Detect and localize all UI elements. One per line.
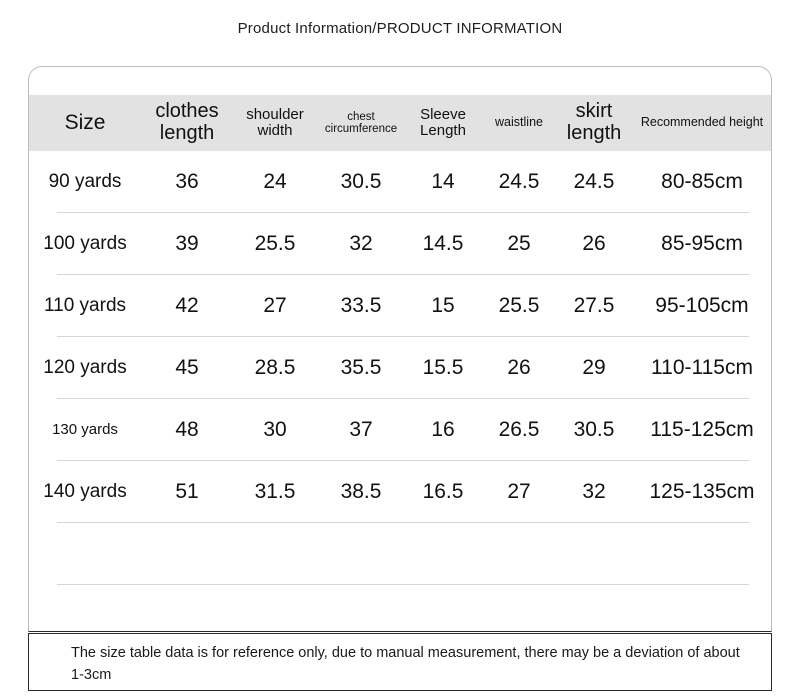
column-header-chest-circumference: chest circumference bbox=[324, 110, 398, 135]
cell-skirt-length: 26 bbox=[582, 232, 606, 256]
table-row: 140 yards 51 31.5 38.5 16.5 27 32 125-13… bbox=[29, 461, 771, 523]
cell-size: 90 yards bbox=[48, 170, 122, 192]
table-row: 90 yards 36 24 30.5 14 24.5 24.5 80-85cm bbox=[29, 151, 771, 213]
cell-sleeve-length: 14.5 bbox=[422, 232, 464, 256]
cell-waistline: 26.5 bbox=[498, 418, 540, 442]
table-row: 120 yards 45 28.5 35.5 15.5 26 29 110-11… bbox=[29, 337, 771, 399]
column-header-shoulder-width: shoulder width bbox=[246, 105, 304, 139]
column-header-size: Size bbox=[64, 110, 106, 134]
table-row: 130 yards 48 30 37 16 26.5 30.5 115-125c… bbox=[29, 399, 771, 461]
cell-recommended-height: 110-115cm bbox=[651, 356, 753, 380]
cell-size: 110 yards bbox=[43, 294, 127, 316]
cell-size: 140 yards bbox=[43, 480, 127, 502]
cell-chest-circumference: 32 bbox=[349, 232, 373, 256]
cell-chest-circumference: 30.5 bbox=[340, 170, 382, 194]
cell-skirt-length: 27.5 bbox=[573, 294, 615, 318]
column-header-recommended-height: Recommended height bbox=[640, 115, 764, 130]
cell-waistline: 26 bbox=[507, 356, 531, 380]
table-row: 110 yards 42 27 33.5 15 25.5 27.5 95-105… bbox=[29, 275, 771, 337]
cell-shoulder-width: 31.5 bbox=[254, 480, 296, 504]
cell-chest-circumference: 33.5 bbox=[340, 294, 382, 318]
cell-clothes-length: 36 bbox=[175, 170, 199, 194]
column-header-clothes-length: clothes length bbox=[155, 100, 219, 144]
cell-sleeve-length: 16 bbox=[431, 418, 455, 442]
cell-recommended-height: 85-95cm bbox=[661, 232, 743, 256]
cell-sleeve-length: 14 bbox=[431, 170, 455, 194]
cell-chest-circumference: 35.5 bbox=[340, 356, 382, 380]
cell-recommended-height: 80-85cm bbox=[661, 170, 743, 194]
table-empty-row bbox=[29, 523, 771, 585]
cell-chest-circumference: 38.5 bbox=[340, 480, 382, 504]
table-row: 100 yards 39 25.5 32 14.5 25 26 85-95cm bbox=[29, 213, 771, 275]
cell-sleeve-length: 16.5 bbox=[422, 480, 464, 504]
footnote-box: The size table data is for reference onl… bbox=[28, 633, 772, 691]
page-title: Product Information/PRODUCT INFORMATION bbox=[237, 20, 563, 37]
cell-sleeve-length: 15.5 bbox=[422, 356, 464, 380]
column-header-waistline: waistline bbox=[495, 115, 543, 130]
cell-shoulder-width: 30 bbox=[263, 418, 287, 442]
cell-skirt-length: 32 bbox=[582, 480, 606, 504]
cell-waistline: 25 bbox=[507, 232, 531, 256]
cell-clothes-length: 39 bbox=[175, 232, 199, 256]
cell-recommended-height: 115-125cm bbox=[650, 418, 754, 442]
cell-size: 120 yards bbox=[43, 356, 127, 378]
cell-shoulder-width: 24 bbox=[263, 170, 287, 194]
cell-waistline: 27 bbox=[507, 480, 531, 504]
size-table-card: Size clothes length shoulder width chest… bbox=[28, 66, 772, 632]
column-header-skirt-length: skirt length bbox=[566, 100, 622, 144]
cell-shoulder-width: 27 bbox=[263, 294, 287, 318]
cell-clothes-length: 48 bbox=[175, 418, 199, 442]
cell-chest-circumference: 37 bbox=[349, 418, 373, 442]
cell-clothes-length: 45 bbox=[175, 356, 199, 380]
cell-skirt-length: 30.5 bbox=[573, 418, 615, 442]
cell-skirt-length: 29 bbox=[582, 356, 606, 380]
cell-shoulder-width: 28.5 bbox=[254, 356, 296, 380]
cell-recommended-height: 95-105cm bbox=[655, 294, 749, 318]
footnote-text: The size table data is for reference onl… bbox=[71, 645, 740, 684]
table-header-row: Size clothes length shoulder width chest… bbox=[29, 95, 771, 151]
cell-skirt-length: 24.5 bbox=[573, 170, 615, 194]
cell-sleeve-length: 15 bbox=[431, 294, 455, 318]
cell-shoulder-width: 25.5 bbox=[254, 232, 296, 256]
table-body: 90 yards 36 24 30.5 14 24.5 24.5 80-85cm… bbox=[29, 151, 771, 585]
cell-clothes-length: 51 bbox=[175, 480, 199, 504]
cell-waistline: 25.5 bbox=[498, 294, 540, 318]
cell-clothes-length: 42 bbox=[175, 294, 199, 318]
column-header-sleeve-length: Sleeve Length bbox=[420, 105, 466, 139]
cell-waistline: 24.5 bbox=[498, 170, 540, 194]
cell-size: 100 yards bbox=[43, 232, 127, 254]
cell-recommended-height: 125-135cm bbox=[649, 480, 755, 504]
cell-size: 130 yards bbox=[52, 420, 118, 438]
